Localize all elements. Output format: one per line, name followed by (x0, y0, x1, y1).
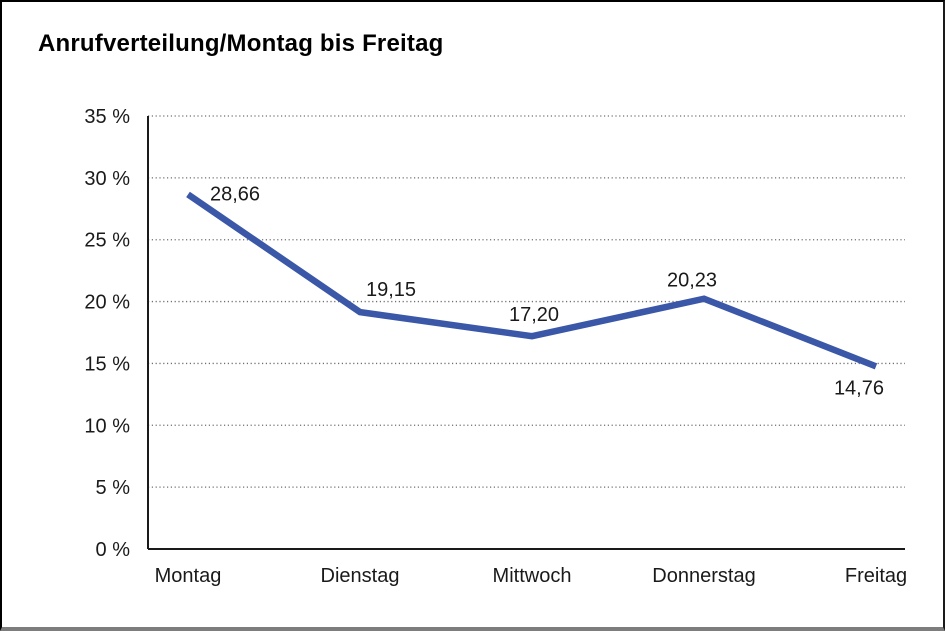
data-point-label: 28,66 (210, 183, 260, 205)
data-point-label: 14,76 (834, 377, 884, 399)
y-tick-label: 0 % (96, 539, 131, 561)
y-tick-label: 35 % (84, 106, 130, 128)
chart-title: Anrufverteilung/Montag bis Freitag (38, 30, 444, 57)
data-point-label: 20,23 (667, 270, 717, 292)
y-tick-label: 20 % (84, 292, 130, 314)
data-point-label: 19,15 (366, 279, 416, 301)
x-tick-label: Freitag (845, 565, 907, 587)
data-point-label: 17,20 (509, 304, 559, 326)
y-tick-label: 25 % (84, 230, 130, 252)
y-tick-label: 15 % (84, 353, 130, 375)
y-tick-label: 5 % (96, 477, 131, 499)
x-tick-label: Mittwoch (493, 565, 572, 587)
y-tick-label: 10 % (84, 415, 130, 437)
y-tick-label: 30 % (84, 168, 130, 190)
data-line (186, 191, 878, 370)
x-tick-label: Donnerstag (652, 565, 755, 587)
x-tick-label: Montag (155, 565, 222, 587)
x-tick-label: Dienstag (321, 565, 400, 587)
